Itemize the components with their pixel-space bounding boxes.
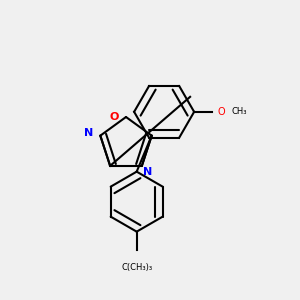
Text: C(CH₃)₃: C(CH₃)₃	[121, 263, 152, 272]
Text: CH₃: CH₃	[231, 107, 247, 116]
Text: O: O	[109, 112, 119, 122]
Text: N: N	[143, 167, 152, 177]
Text: O: O	[217, 107, 225, 117]
Text: N: N	[84, 128, 93, 138]
